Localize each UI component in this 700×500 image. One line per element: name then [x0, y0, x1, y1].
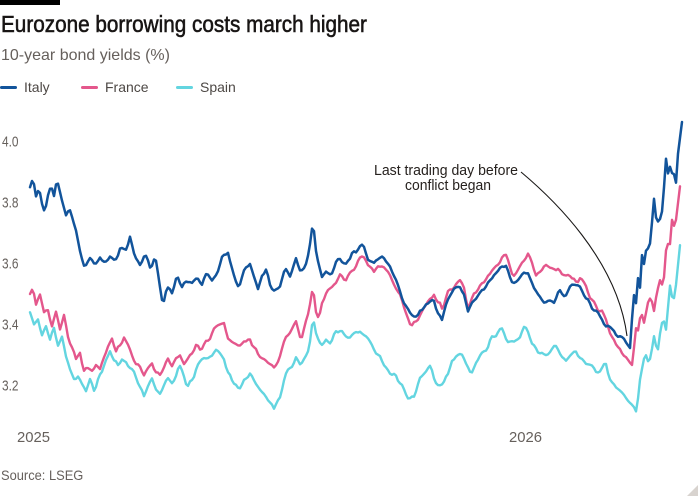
svg-text:2026: 2026: [509, 429, 542, 446]
svg-text:3.8: 3.8: [2, 195, 19, 212]
svg-text:Last trading day before: Last trading day before: [374, 162, 518, 179]
svg-text:3.2: 3.2: [2, 378, 19, 395]
svg-text:4.0: 4.0: [2, 134, 19, 151]
svg-text:3.4: 3.4: [2, 317, 19, 334]
svg-text:3.6: 3.6: [2, 256, 19, 273]
svg-text:conflict began: conflict began: [405, 177, 491, 194]
svg-text:2025: 2025: [17, 429, 50, 446]
